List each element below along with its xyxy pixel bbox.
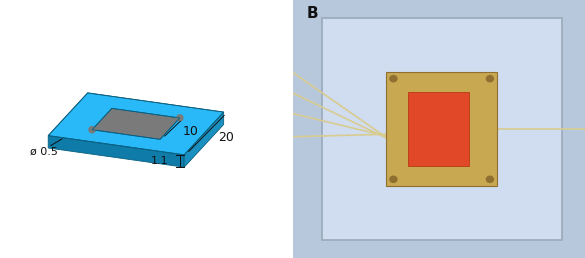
Circle shape bbox=[390, 76, 397, 82]
Bar bbox=[386, 72, 497, 186]
Polygon shape bbox=[48, 93, 223, 155]
Text: ø 0.5: ø 0.5 bbox=[30, 147, 58, 157]
Text: 1.1: 1.1 bbox=[151, 156, 168, 166]
Text: 10: 10 bbox=[183, 125, 199, 138]
Polygon shape bbox=[92, 108, 180, 139]
Circle shape bbox=[390, 176, 397, 182]
Polygon shape bbox=[48, 136, 184, 167]
Circle shape bbox=[487, 176, 494, 182]
Text: 20: 20 bbox=[218, 131, 234, 144]
Bar bbox=[408, 92, 470, 166]
Circle shape bbox=[89, 127, 95, 133]
Circle shape bbox=[177, 115, 183, 121]
Text: A: A bbox=[30, 6, 42, 21]
Text: B: B bbox=[307, 6, 319, 21]
FancyBboxPatch shape bbox=[322, 18, 562, 240]
Polygon shape bbox=[184, 112, 223, 167]
Circle shape bbox=[487, 76, 494, 82]
